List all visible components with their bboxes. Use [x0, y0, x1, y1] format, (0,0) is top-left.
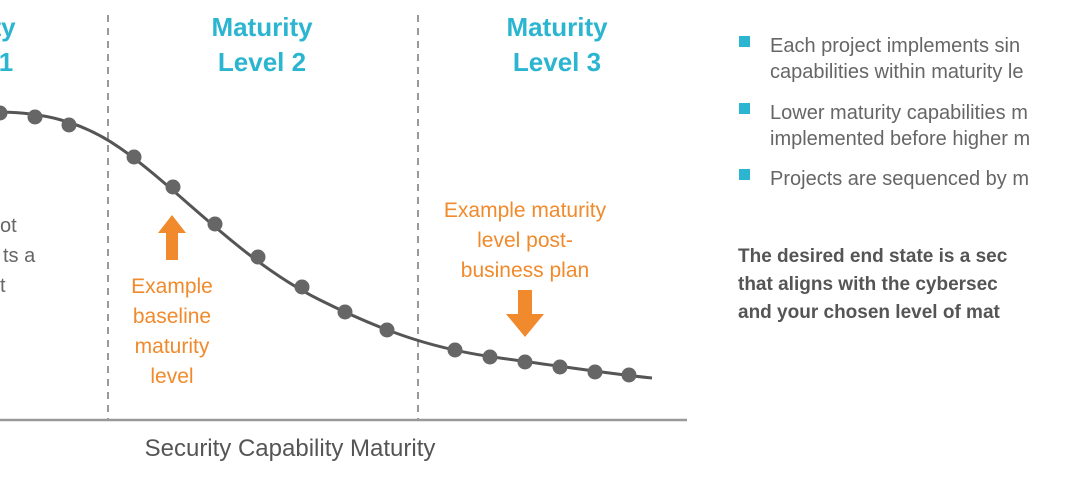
curve: [0, 110, 653, 380]
curve-dot: [61, 117, 77, 133]
curve-dot: [207, 216, 223, 232]
curve-dot: [337, 304, 353, 320]
level-title: Maturity: [211, 12, 313, 42]
curve-dot: [379, 322, 395, 338]
arrow-up: [158, 215, 186, 260]
curve-dot: [482, 349, 498, 365]
bullet: [739, 169, 750, 180]
bullet-text: Projects are sequenced by m: [770, 168, 1029, 190]
curve-dot: [0, 105, 8, 121]
conclusion: that aligns with the cybersec: [738, 274, 998, 295]
level-title: ty: [0, 12, 16, 42]
conclusion: and your chosen level of mat: [738, 302, 1001, 323]
conclusion: The desired end state is a sec: [738, 246, 1008, 267]
left-text: ts a: [3, 245, 36, 267]
left-text: t: [0, 275, 6, 297]
x-axis-label: Security Capability Maturity: [145, 435, 436, 462]
bullet-text: Each project implements sin: [770, 35, 1020, 57]
curve-dot: [250, 249, 266, 265]
curve-dot: [552, 359, 568, 375]
curve-dot: [294, 279, 310, 295]
annotation: Example maturity: [444, 199, 607, 222]
level-title: 1: [0, 47, 13, 77]
annotation: maturity: [135, 335, 210, 358]
annotation: business plan: [461, 259, 589, 282]
annotation: Example: [131, 275, 213, 298]
bullet-text: Lower maturity capabilities m: [770, 102, 1028, 124]
arrow-down: [506, 290, 544, 337]
curve-dot: [27, 109, 43, 125]
curve-dots: [0, 105, 637, 383]
level-title: Level 2: [218, 47, 306, 77]
annotation: level post-: [477, 229, 573, 252]
curve-dot: [621, 367, 637, 383]
curve-dot: [126, 149, 142, 165]
annotation: baseline: [133, 305, 211, 328]
bullet-text: implemented before higher m: [770, 128, 1030, 150]
bullet-text: capabilities within maturity le: [770, 61, 1023, 83]
bullet: [739, 103, 750, 114]
level-title: Maturity: [506, 12, 608, 42]
level-title: Level 3: [513, 47, 601, 77]
curve-dot: [587, 364, 603, 380]
curve-dot: [447, 342, 463, 358]
curve-dot: [517, 354, 533, 370]
bullet: [739, 36, 750, 47]
curve-dot: [165, 179, 181, 195]
annotation: level: [150, 365, 193, 388]
left-text: ot: [0, 215, 17, 237]
